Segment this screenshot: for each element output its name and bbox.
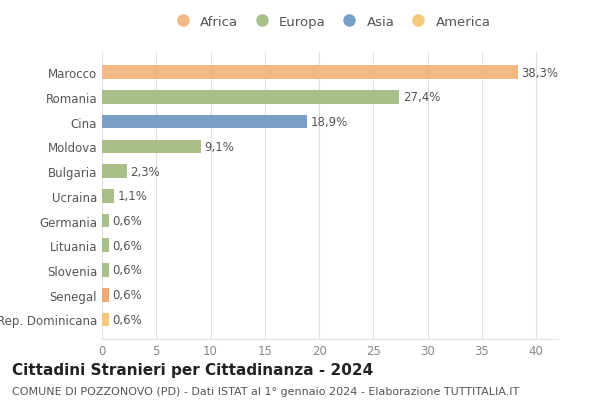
- Text: 2,3%: 2,3%: [130, 165, 160, 178]
- Text: 27,4%: 27,4%: [403, 91, 440, 104]
- Bar: [102, 165, 127, 178]
- Bar: [102, 313, 109, 326]
- Bar: [102, 115, 307, 129]
- Text: 9,1%: 9,1%: [204, 141, 234, 153]
- Text: 0,6%: 0,6%: [112, 214, 142, 227]
- Text: COMUNE DI POZZONOVO (PD) - Dati ISTAT al 1° gennaio 2024 - Elaborazione TUTTITAL: COMUNE DI POZZONOVO (PD) - Dati ISTAT al…: [12, 387, 519, 396]
- Bar: [102, 140, 201, 154]
- Bar: [102, 214, 109, 228]
- Text: 0,6%: 0,6%: [112, 239, 142, 252]
- Text: 0,6%: 0,6%: [112, 264, 142, 277]
- Text: 1,1%: 1,1%: [117, 190, 147, 203]
- Bar: [102, 66, 518, 80]
- Text: 0,6%: 0,6%: [112, 313, 142, 326]
- Text: 38,3%: 38,3%: [521, 67, 558, 79]
- Text: 18,9%: 18,9%: [310, 116, 348, 129]
- Text: Cittadini Stranieri per Cittadinanza - 2024: Cittadini Stranieri per Cittadinanza - 2…: [12, 362, 373, 377]
- Legend: Africa, Europa, Asia, America: Africa, Europa, Asia, America: [164, 11, 496, 34]
- Bar: [102, 91, 400, 104]
- Bar: [102, 239, 109, 252]
- Text: 0,6%: 0,6%: [112, 288, 142, 301]
- Bar: [102, 288, 109, 302]
- Bar: [102, 263, 109, 277]
- Bar: [102, 189, 114, 203]
